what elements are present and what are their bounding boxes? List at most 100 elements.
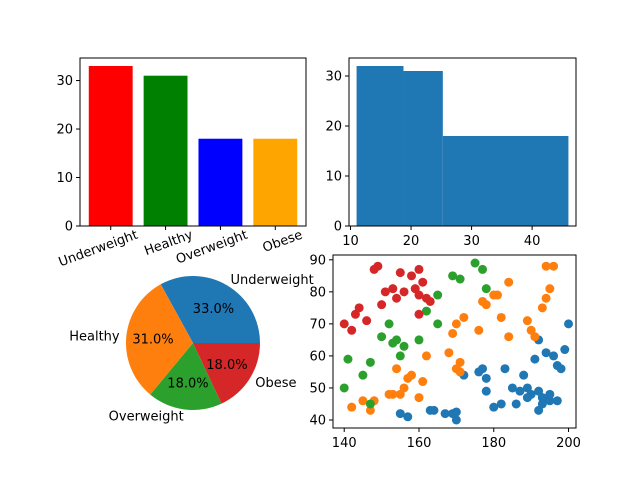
pie-category-label: Obese: [255, 376, 296, 391]
scatter-point: [549, 261, 559, 271]
scatter-point: [388, 284, 398, 294]
scatter-point: [451, 407, 461, 417]
scatter-point: [560, 345, 570, 355]
scatter-point: [407, 370, 417, 380]
scatter-point: [545, 396, 555, 406]
scatter-point: [481, 284, 491, 294]
scatter-point: [395, 409, 405, 419]
bar-ytick-label: 10: [56, 171, 73, 186]
hist-ytick-label: 30: [325, 70, 342, 85]
scatter-point: [392, 293, 402, 303]
scatter-xtick-label: 200: [556, 436, 581, 451]
scatter-point: [414, 309, 424, 319]
scatter-point: [395, 268, 405, 278]
hist-xtick-label: 40: [524, 234, 541, 249]
scatter-point: [522, 393, 532, 403]
hist-xtick-label: 10: [342, 234, 359, 249]
scatter-point: [500, 364, 510, 374]
scatter-ytick-label: 60: [309, 349, 326, 364]
scatter-point: [365, 405, 375, 415]
scatter-point: [478, 296, 488, 306]
scatter-point: [414, 335, 424, 345]
scatter-point: [522, 316, 532, 326]
scatter-point: [425, 296, 435, 306]
scatter-point: [455, 274, 465, 284]
scatter-point: [414, 290, 424, 300]
scatter-point: [339, 383, 349, 393]
scatter-point: [418, 377, 428, 387]
hist-bin: [356, 66, 404, 226]
scatter-point: [358, 396, 368, 406]
scatter-point: [481, 386, 491, 396]
scatter-point: [395, 351, 405, 361]
scatter-point: [358, 370, 368, 380]
bar-ytick-label: 20: [56, 123, 73, 138]
scatter-point: [474, 325, 484, 335]
scatter-point: [496, 312, 506, 322]
bar-overweight: [198, 138, 243, 226]
bar-ytick-label: 0: [65, 220, 73, 235]
scatter-point: [455, 367, 465, 377]
scatter-point: [403, 412, 413, 422]
scatter-point: [347, 402, 357, 412]
scatter-point: [541, 261, 551, 271]
scatter-point: [399, 341, 409, 351]
scatter-point: [388, 389, 398, 399]
hist-xtick-label: 20: [403, 234, 420, 249]
scatter-point: [496, 399, 506, 409]
scatter-point: [365, 357, 375, 367]
scatter-xtick-label: 160: [407, 436, 432, 451]
scatter-point: [564, 319, 574, 329]
scatter-point: [489, 402, 499, 412]
scatter-point: [545, 389, 555, 399]
scatter-point: [519, 370, 529, 380]
scatter-point: [545, 284, 555, 294]
scatter-point: [515, 386, 525, 396]
scatter-point: [433, 290, 443, 300]
scatter-point: [399, 383, 409, 393]
hist-ytick-label: 20: [325, 120, 342, 135]
hist-axes-frame: [348, 57, 577, 227]
scatter-point: [504, 277, 514, 287]
scatter-point: [492, 290, 502, 300]
scatter-point: [429, 405, 439, 415]
scatter-point: [373, 261, 383, 271]
bar-obese: [253, 138, 298, 226]
hist-ytick-label: 10: [325, 170, 342, 185]
scatter-point: [380, 287, 390, 297]
scatter-point: [541, 293, 551, 303]
scatter-point: [504, 332, 514, 342]
scatter-xtick-label: 140: [332, 436, 357, 451]
bar-healthy: [143, 75, 188, 227]
scatter-point: [451, 415, 461, 425]
scatter-point: [399, 287, 409, 297]
scatter-point: [549, 351, 559, 361]
scatter-point: [481, 373, 491, 383]
scatter-point: [511, 399, 521, 409]
pie-pct-label: 33.0%: [193, 302, 234, 317]
hist-xtick-label: 30: [463, 234, 480, 249]
pie-chart: 33.0% Underweight 31.0% Healthy 18.0% Overwei…: [69, 273, 313, 425]
scatter-point: [455, 357, 465, 367]
scatter-ytick-label: 70: [309, 317, 326, 332]
scatter-point: [339, 319, 349, 329]
pie-category-label: Overweight: [109, 410, 184, 425]
pie-wedge-obese: [193, 343, 260, 404]
scatter-point: [440, 409, 450, 419]
scatter-point: [507, 383, 517, 393]
bar-axes-frame: [79, 57, 307, 227]
pie-wedge-underweight: [160, 276, 260, 343]
scatter-point: [392, 335, 402, 345]
pie-category-label: Underweight: [231, 273, 314, 288]
scatter-point: [377, 300, 387, 310]
scatter-point: [451, 319, 461, 329]
pie-pct-label: 18.0%: [167, 376, 208, 391]
pie-wedge-healthy: [126, 284, 193, 395]
scatter-point: [448, 328, 458, 338]
scatter-point: [365, 399, 375, 409]
scatter-point: [362, 316, 372, 326]
scatter-point: [530, 332, 540, 342]
scatter-point: [478, 364, 488, 374]
scatter-point: [418, 277, 428, 287]
